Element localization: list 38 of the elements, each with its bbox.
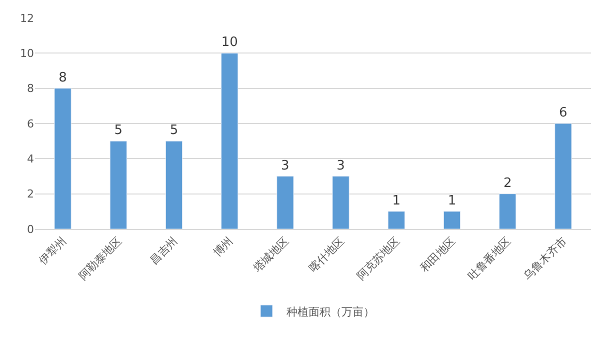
x-tick-label: 和田地区 xyxy=(418,234,458,275)
data-label: 1 xyxy=(392,193,401,208)
data-label: 3 xyxy=(336,158,345,174)
bar xyxy=(554,123,572,229)
bar xyxy=(165,140,183,229)
data-label: 5 xyxy=(170,123,178,138)
y-tick-label: 4 xyxy=(27,152,34,166)
y-tick-label: 12 xyxy=(20,12,34,25)
y-tick-label: 6 xyxy=(27,117,34,130)
y-tick-label: 8 xyxy=(27,82,34,96)
x-tick-label: 博州 xyxy=(210,234,236,260)
y-tick-label: 2 xyxy=(27,188,34,201)
x-tick-label: 伊犁州 xyxy=(36,234,69,268)
x-tick-label: 阿克苏地区 xyxy=(354,234,402,283)
bar xyxy=(388,211,405,229)
data-label: 5 xyxy=(114,123,123,138)
data-label: 1 xyxy=(448,193,456,208)
x-tick-label: 吐鲁番地区 xyxy=(466,234,514,283)
x-tick-label: 塔城地区 xyxy=(250,234,292,276)
bar xyxy=(332,176,350,229)
bar xyxy=(443,211,461,229)
data-label: 8 xyxy=(58,70,67,86)
data-label: 6 xyxy=(559,106,568,120)
data-label: 3 xyxy=(281,158,290,174)
x-tick-label: 阿勒泰地区 xyxy=(76,234,124,283)
legend-label: 种植面积（万亩） xyxy=(286,305,374,318)
bar xyxy=(54,88,72,229)
y-tick-label: 0 xyxy=(27,222,34,236)
data-label: 2 xyxy=(503,176,512,191)
x-tick-label: 喀什地区 xyxy=(306,234,347,275)
bar xyxy=(110,140,127,229)
x-tick-label: 乌鲁木齐市 xyxy=(521,234,570,283)
y-tick-label: 10 xyxy=(20,47,34,60)
x-tick-label: 昌吉州 xyxy=(147,234,180,268)
bar xyxy=(499,194,516,229)
bar xyxy=(276,176,294,229)
data-label: 10 xyxy=(221,35,238,50)
bar xyxy=(221,52,238,229)
